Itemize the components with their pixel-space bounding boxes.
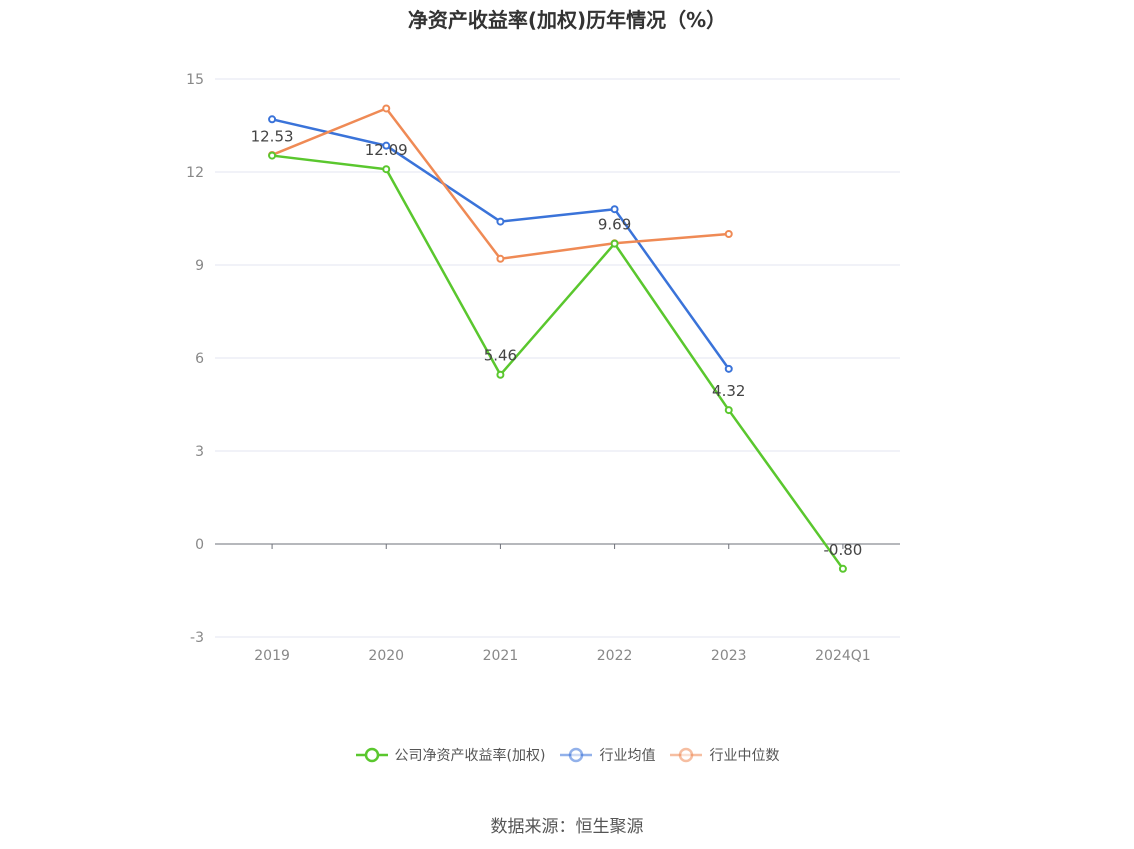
data-label: 12.09 [365, 141, 408, 159]
data-point [838, 564, 847, 573]
data-point [724, 230, 733, 238]
data-point [610, 205, 619, 214]
y-tick-label: -3 [190, 630, 204, 646]
data-point [268, 151, 277, 160]
grid-lines [215, 78, 900, 638]
series-line [271, 107, 729, 261]
x-tick-label: 2022 [597, 648, 633, 664]
x-tick-label: 2021 [483, 648, 519, 664]
data-point [496, 217, 505, 226]
legend: 公司净资产收益率(加权) 行业均值 行业中位数 [0, 745, 1134, 765]
legend-item[interactable]: 公司净资产收益率(加权) [355, 745, 546, 765]
y-tick-label: 0 [195, 537, 204, 553]
data-label: 9.69 [598, 216, 631, 234]
x-tick-label: 2019 [254, 648, 290, 664]
series-lines [268, 104, 847, 573]
y-axis-ticks: -3 0 3 6 9 12 15 [186, 72, 204, 646]
data-label: 5.46 [484, 347, 517, 365]
y-tick-label: 15 [186, 72, 204, 88]
data-point [496, 254, 505, 263]
data-point [382, 104, 391, 113]
legend-label: 行业中位数 [709, 748, 780, 764]
data-point [382, 141, 391, 150]
data-label: 12.53 [251, 128, 294, 146]
y-tick-label: 6 [195, 351, 204, 367]
data-point [382, 165, 391, 174]
data-labels: 12.53 12.09 5.46 9.69 4.32 -0.80 [251, 128, 863, 559]
data-label: -0.80 [824, 541, 863, 559]
source-text: 数据来源：恒生聚源 [490, 817, 644, 837]
legend-marker-icon [670, 747, 703, 763]
data-point [610, 239, 619, 248]
x-tick-label: 2023 [711, 648, 747, 664]
y-tick-label: 9 [195, 258, 204, 274]
x-axis: 2019 2020 2021 2022 2023 2024Q1 [215, 543, 900, 664]
data-point [724, 364, 733, 373]
legend-marker-icon [560, 747, 593, 763]
legend-marker-icon [355, 747, 388, 763]
legend-label: 行业均值 [599, 748, 656, 764]
y-tick-label: 3 [195, 444, 204, 460]
data-point [268, 115, 277, 124]
data-label: 4.32 [712, 382, 745, 400]
series-line [271, 118, 730, 370]
legend-item[interactable]: 行业均值 [559, 745, 655, 765]
x-tick-label: 2024Q1 [815, 648, 871, 664]
data-point [496, 370, 505, 379]
legend-label: 公司净资产收益率(加权) [394, 748, 546, 764]
y-tick-label: 12 [186, 165, 204, 181]
x-tick-label: 2020 [368, 648, 404, 664]
chart-title: 净资产收益率(加权)历年情况（%） [407, 8, 727, 32]
data-point [724, 406, 733, 415]
legend-item[interactable]: 行业中位数 [669, 745, 779, 765]
line-chart: -3 0 3 6 9 12 15 2019 2020 2021 2022 2023 2024Q1 12… [186, 72, 900, 664]
series-line [271, 154, 844, 570]
